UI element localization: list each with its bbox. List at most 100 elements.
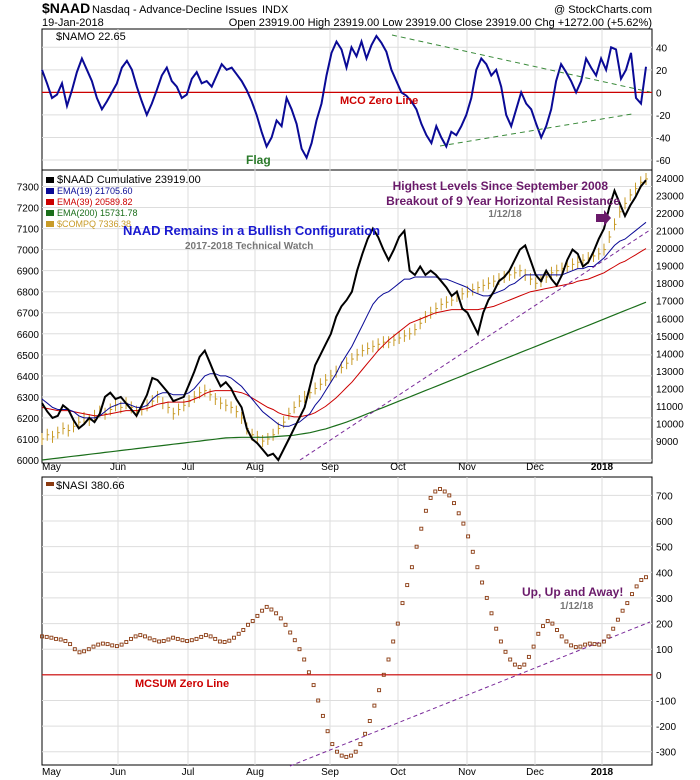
nasi-point [372,703,377,708]
nasi-ytick-label: 100 [656,645,673,656]
namo-line [41,34,647,161]
nasi-point [517,665,522,670]
namo-lower-trendline [439,113,633,147]
nasi-point [349,753,353,758]
nasi-point [452,501,456,506]
nasi-point [274,611,279,616]
naad-cumulative-line [41,179,647,462]
flag-label: Flag [246,153,271,167]
legend-naad: $NAAD Cumulative 23919.00 [57,174,201,186]
nasi-point [152,638,157,643]
nasi-point [129,636,133,641]
nasi-point [508,657,513,662]
nasi-point [269,607,274,612]
nasi-point [606,634,611,639]
nasi-point [161,639,166,643]
nasi-panel [41,476,653,766]
month-label-mid: 2018 [591,462,614,473]
month-label-bottom: Dec [526,767,544,778]
symbol-exchange: INDX [262,4,289,16]
nasi-point [302,657,307,662]
header-date: 19-Jan-2018 [42,17,104,29]
naad-ytick-left: 6100 [17,435,40,446]
nasi-point [203,633,208,638]
nasi-point [634,584,639,589]
nasi-point [63,639,68,643]
nasi-point [555,628,559,632]
breakout-text: Breakout of 9 Year Horizontal Resistance [386,194,620,208]
nasi-plot [40,482,652,767]
legend-ema19-swatch [46,188,54,194]
month-label-bottom: Jun [110,767,126,778]
naad-ytick-right: 10000 [656,419,684,430]
nasi-point [194,636,199,641]
nasi-point [119,642,124,647]
nasi-point [583,642,588,647]
naad-ytick-right: 24000 [656,174,684,185]
nasi-point [550,621,555,626]
ema200-line [41,301,647,461]
namo-ytick-label: -60 [656,156,671,167]
nasi-point [494,626,499,631]
nasi-point [143,634,147,639]
month-label-mid: Dec [526,462,544,473]
naad-ytick-left: 6900 [17,267,40,278]
nasi-point [480,580,485,585]
namo-ytick-label: -40 [656,133,671,144]
up-up-away-text: Up, Up and Away! [522,585,623,599]
nasi-point [461,521,466,526]
nasi-point [512,662,517,667]
naad-ytick-right: 22000 [656,209,684,220]
month-label-mid: Jul [182,462,195,473]
nasi-point [77,650,82,655]
copyright: @ StockCharts.com [554,4,652,16]
month-label-mid: Jun [110,462,126,473]
up-up-away-date: 1/12/18 [560,601,594,612]
nasi-point [391,639,396,644]
naad-subtitle: 2017-2018 Technical Watch [185,241,313,252]
nasi-point [545,619,550,623]
month-label-mid: Nov [458,462,476,473]
mco-zero-line-label: MCO Zero Line [340,95,418,107]
legend-naad-swatch [46,177,54,183]
nasi-point [522,662,527,667]
nasi-support-trendline [289,621,651,767]
nasi-ytick-label: 0 [656,671,662,682]
naad-ytick-left: 6500 [17,351,40,362]
nasi-point [423,508,428,513]
nasi-point [578,644,583,649]
nasi-point [49,635,54,640]
nasi-point [414,544,419,549]
symbol-title: $NAAD [42,0,90,16]
nasi-point [72,647,77,652]
nasi-point [377,688,382,693]
namo-legend: $NAMO 22.65 [56,31,126,43]
nasi-point [86,647,91,652]
nasi-point [124,640,129,644]
nasi-point [330,742,335,747]
naad-ytick-right: 14000 [656,349,684,360]
nasi-point [283,622,288,627]
mcsum-zero-line-label: MCSUM Zero Line [135,678,229,690]
nasi-point [386,657,391,662]
nasi-point [91,644,96,649]
nasi-point [246,622,250,627]
nasi-point [419,526,424,531]
naad-ytick-left: 6700 [17,309,40,320]
nasi-point [114,644,119,649]
naad-ytick-left: 7000 [17,246,40,257]
namo-ytick-label: 0 [656,88,662,99]
nasi-ytick-label: -200 [656,722,676,733]
nasi-point [241,628,246,632]
nasi-point [573,645,578,650]
nasi-point [105,642,110,647]
nasi-point [400,601,405,606]
nasi-ytick-label: 300 [656,594,673,605]
namo-ytick-label: -20 [656,111,671,122]
legend-compq-swatch [46,221,54,227]
nasi-point [316,698,321,703]
nasi-point [358,742,363,747]
ema19-line [41,221,647,427]
legend-ema200-swatch [46,210,54,216]
